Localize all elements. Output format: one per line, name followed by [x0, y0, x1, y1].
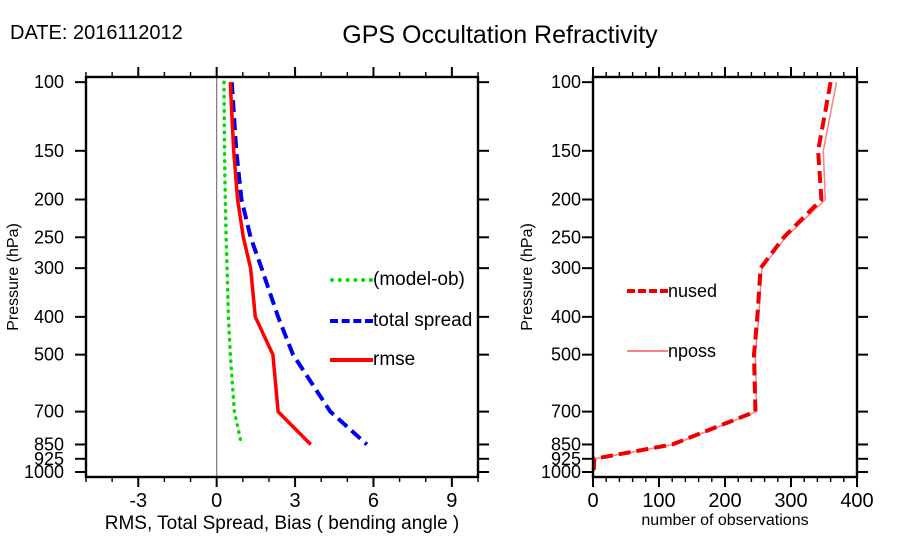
- right-y-axis-title: Pressure (hPa): [519, 223, 536, 331]
- y-tick-label: 100: [551, 72, 581, 92]
- y-tick-label: 500: [34, 345, 64, 365]
- y-tick-label: 150: [34, 141, 64, 161]
- legend-label-model-ob: (model-ob): [373, 269, 465, 290]
- total-spread-line-swatch: [330, 319, 373, 323]
- series-line-model-ob: [222, 80, 244, 447]
- left-y-axis-title: Pressure (hPa): [5, 223, 22, 331]
- x-tick-label: 400: [840, 490, 873, 512]
- y-tick-label: 700: [34, 402, 64, 422]
- x-tick-label: 0: [211, 490, 222, 512]
- y-tick-label: 700: [551, 402, 581, 422]
- x-tick-label: 0: [587, 490, 598, 512]
- series-line-rmse: [228, 82, 312, 446]
- y-tick-label: 100: [34, 72, 64, 92]
- x-tick-label: 300: [774, 490, 807, 512]
- series-line-total-spread: [229, 82, 369, 446]
- legend-item-nposs: nposs: [627, 341, 716, 361]
- y-tick-label: 925: [551, 449, 581, 469]
- y-tick-label: 400: [551, 307, 581, 327]
- y-tick-label: 400: [34, 307, 64, 327]
- y-tick-label: 150: [551, 141, 581, 161]
- y-tick-label: 1000: [24, 462, 64, 482]
- plot-box: [591, 75, 859, 479]
- rmse-line-swatch: [330, 358, 373, 362]
- y-tick-label: 1000: [541, 462, 581, 482]
- figure-title: GPS Occultation Refractivity: [342, 21, 658, 49]
- nposs-line-swatch: [627, 350, 668, 352]
- y-tick-label: 200: [34, 190, 64, 210]
- nused-line-swatch: [627, 289, 668, 293]
- legend-item-rmse: rmse: [330, 349, 416, 370]
- legend-label-total-spread: total spread: [373, 310, 473, 331]
- legend-label-nposs: nposs: [668, 340, 717, 361]
- y-tick-label: 500: [551, 345, 581, 365]
- x-tick-label: 6: [368, 490, 379, 512]
- date-label: DATE: 2016112012: [10, 22, 183, 44]
- y-tick-label: 200: [551, 190, 581, 210]
- y-tick-label: 250: [34, 227, 64, 247]
- x-tick-label: 9: [446, 490, 457, 512]
- legend-label-rmse: rmse: [373, 349, 416, 370]
- x-tick-label: -3: [129, 490, 147, 512]
- y-tick-label: 850: [34, 434, 64, 454]
- series-line-nposs: [592, 82, 838, 473]
- legend-item-total-spread: total spread: [330, 310, 473, 331]
- model-ob-line-swatch: [330, 278, 373, 282]
- y-tick-label: 925: [34, 449, 64, 469]
- legend-label-nused: nused: [668, 280, 718, 301]
- y-tick-label: 300: [34, 258, 64, 278]
- y-tick-label: 850: [551, 434, 581, 454]
- y-tick-label: 300: [551, 258, 581, 278]
- x-tick-label: 100: [642, 490, 675, 512]
- left-x-axis-title: RMS, Total Spread, Bias ( bending angle …: [104, 513, 460, 534]
- x-tick-label: 200: [708, 490, 741, 512]
- legend-item-nused: nused: [627, 281, 717, 301]
- right-x-axis-title: number of observations: [641, 512, 809, 529]
- plot-box: [84, 75, 480, 479]
- y-tick-label: 250: [551, 227, 581, 247]
- x-tick-label: 3: [290, 490, 301, 512]
- series-line-nused: [591, 81, 833, 473]
- legend-item-model-ob: (model-ob): [330, 269, 465, 290]
